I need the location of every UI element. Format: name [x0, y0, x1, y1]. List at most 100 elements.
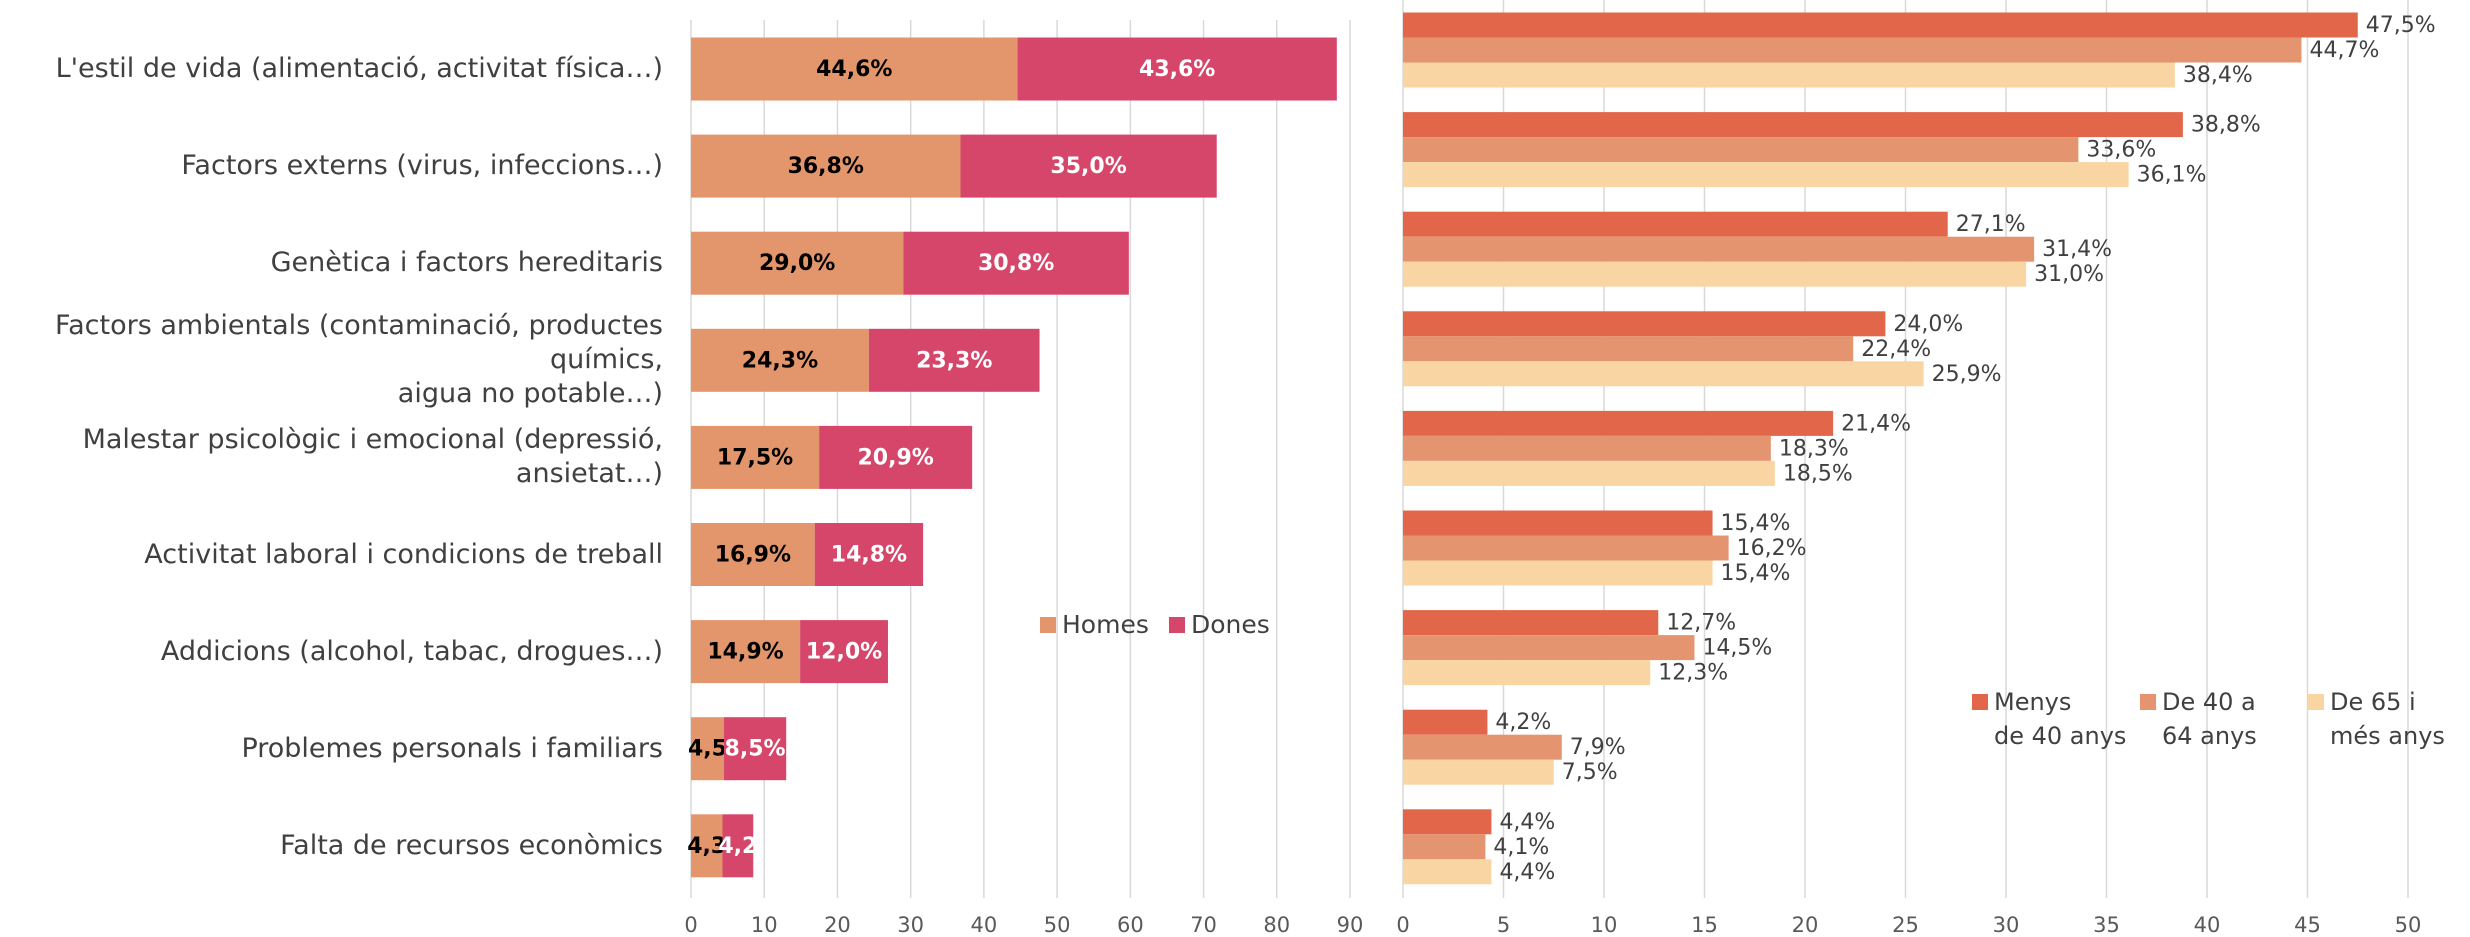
category-label: Falta de recursos econòmics: [0, 829, 663, 863]
legend-swatch: [1040, 617, 1056, 633]
bar: [1403, 809, 1491, 834]
value-label: 7,9%: [1570, 735, 1626, 760]
value-label: 4,2%: [1495, 710, 1551, 735]
bar: [1403, 760, 1554, 785]
value-label: 16,2%: [1737, 536, 1807, 561]
value-label: 17,5%: [717, 445, 793, 470]
x-tick-label: 60: [1117, 913, 1144, 937]
value-label: 31,4%: [2042, 237, 2112, 262]
bar: [1403, 311, 1885, 336]
value-label: 16,9%: [715, 543, 791, 568]
value-label: 21,4%: [1841, 411, 1911, 436]
value-label: 8,5%: [725, 737, 786, 762]
bar: [1403, 561, 1713, 586]
bar: [1403, 162, 2129, 187]
value-label: 22,4%: [1861, 337, 1931, 362]
category-label: Malestar psicològic i emocional (depress…: [0, 423, 663, 491]
x-tick-label: 40: [971, 913, 998, 937]
legend-label: De 65 i més anys: [2330, 685, 2445, 753]
x-tick-label: 30: [897, 913, 924, 937]
value-label: 27,1%: [1956, 212, 2026, 237]
bar: [1403, 834, 1485, 859]
legend-swatch: [2308, 694, 2324, 710]
legend-swatch: [2140, 694, 2156, 710]
value-label: 4,4%: [1499, 860, 1555, 885]
bar: [1403, 511, 1713, 536]
bar: [1403, 237, 2034, 262]
bar: [1403, 361, 1924, 386]
x-tick-label: 0: [684, 913, 697, 937]
bar: [1403, 38, 2301, 63]
value-label: 24,0%: [1893, 312, 1963, 337]
value-label: 4,1%: [1493, 835, 1549, 860]
legend-swatch: [1169, 617, 1185, 633]
page: {"chart_data": [ {"type": "bar", "stacke…: [0, 0, 2470, 937]
bar: [1403, 436, 1771, 461]
value-label: 47,5%: [2366, 13, 2436, 38]
value-label: 15,4%: [1721, 511, 1791, 536]
value-label: 14,5%: [1702, 636, 1772, 661]
value-label: 44,6%: [816, 57, 892, 82]
value-label: 12,7%: [1666, 611, 1736, 636]
category-label: Factors ambientals (contaminació, produc…: [0, 309, 663, 411]
value-label: 14,9%: [707, 640, 783, 665]
x-tick-label: 20: [1792, 913, 1819, 937]
x-tick-label: 0: [1396, 913, 1409, 937]
x-tick-label: 30: [1993, 913, 2020, 937]
bar: [1403, 112, 2183, 137]
value-label: 20,9%: [857, 445, 933, 470]
x-tick-label: 15: [1691, 913, 1718, 937]
value-label: 14,8%: [831, 543, 907, 568]
category-label: Problemes personals i familiars: [0, 732, 663, 766]
bar: [1403, 710, 1487, 735]
value-label: 4,5: [688, 737, 727, 762]
legend-label: Homes: [1062, 610, 1149, 639]
value-label: 38,4%: [2183, 63, 2253, 88]
value-label: 36,8%: [788, 154, 864, 179]
bar: [1403, 336, 1853, 361]
bar: [1403, 137, 2078, 162]
value-label: 38,8%: [2191, 113, 2261, 138]
value-label: 30,8%: [978, 251, 1054, 276]
bar: [1403, 859, 1491, 884]
category-label: L'estil de vida (alimentació, activitat …: [0, 52, 663, 86]
legend-label: Dones: [1191, 610, 1270, 639]
bar: [1403, 262, 2026, 287]
bar: [1403, 411, 1833, 436]
legend-label: Menys de 40 anys: [1994, 685, 2126, 753]
value-label: 12,0%: [806, 640, 882, 665]
x-tick-label: 35: [2093, 913, 2120, 937]
x-tick-label: 40: [2194, 913, 2221, 937]
x-tick-label: 10: [751, 913, 778, 937]
value-label: 18,3%: [1779, 436, 1849, 461]
value-label: 35,0%: [1050, 154, 1126, 179]
bar: [1403, 13, 2358, 38]
bar: [1403, 660, 1650, 685]
value-label: 12,3%: [1658, 661, 1728, 686]
legend-swatch: [1972, 694, 1988, 710]
value-label: 33,6%: [2086, 138, 2156, 163]
x-tick-label: 50: [1044, 913, 1071, 937]
bar: [1403, 735, 1562, 760]
value-label: 23,3%: [916, 348, 992, 373]
bar: [1403, 461, 1775, 486]
value-label: 44,7%: [2309, 38, 2379, 63]
x-tick-label: 45: [2294, 913, 2321, 937]
x-tick-label: 70: [1190, 913, 1217, 937]
category-label: Activitat laboral i condicions de trebal…: [0, 538, 663, 572]
value-label: 15,4%: [1721, 561, 1791, 586]
value-label: 24,3%: [742, 348, 818, 373]
bar: [1403, 635, 1694, 660]
x-tick-label: 25: [1892, 913, 1919, 937]
value-label: 25,9%: [1932, 362, 2002, 387]
bar: [1403, 610, 1658, 635]
x-tick-label: 90: [1337, 913, 1364, 937]
bar: [1403, 63, 2175, 88]
value-label: 4,2: [718, 834, 757, 859]
category-label: Factors externs (virus, infeccions…): [0, 149, 663, 183]
value-label: 7,5%: [1562, 760, 1618, 785]
bar: [1403, 212, 1948, 237]
value-label: 29,0%: [759, 251, 835, 276]
x-tick-label: 10: [1591, 913, 1618, 937]
value-label: 4,4%: [1499, 810, 1555, 835]
